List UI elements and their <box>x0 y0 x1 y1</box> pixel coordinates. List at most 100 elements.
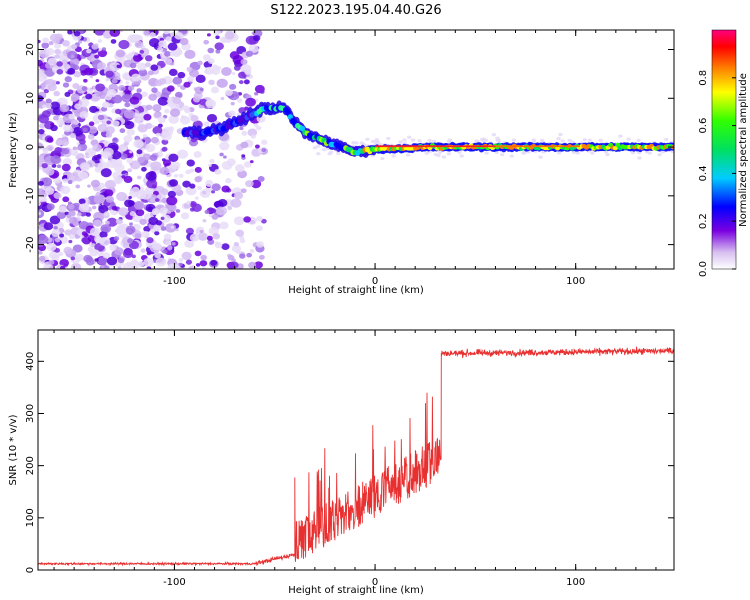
snr-panel: -100 0 100 0 100 200 300 400 Height of straight… <box>8 329 675 596</box>
noise-blob <box>211 214 219 220</box>
noise-blob <box>93 195 104 204</box>
noise-blob <box>154 231 160 236</box>
noise-blob <box>174 32 184 40</box>
halo-blob <box>437 150 443 154</box>
halo-blob <box>405 153 411 157</box>
noise-blob <box>133 200 145 210</box>
halo-blob <box>556 136 561 141</box>
noise-blob <box>194 250 202 257</box>
noise-blob <box>74 253 84 262</box>
noise-blob <box>142 133 148 138</box>
noise-blob <box>161 127 174 137</box>
noise-blob <box>127 200 135 207</box>
noise-blob <box>94 258 99 262</box>
noise-blob <box>206 113 218 123</box>
noise-blob <box>182 180 191 188</box>
noise-blob <box>95 83 106 92</box>
noise-blob <box>93 219 103 227</box>
noise-blob <box>206 33 211 37</box>
noise-blob <box>152 104 162 112</box>
halo-blob <box>365 137 370 141</box>
noise-blob <box>50 124 58 132</box>
noise-blob <box>122 262 133 269</box>
halo-blob <box>538 155 543 159</box>
noise-blob <box>110 39 117 44</box>
noise-blob <box>107 158 119 169</box>
noise-blob <box>211 190 215 194</box>
noise-blob <box>67 172 79 182</box>
noise-blob <box>97 256 108 266</box>
noise-blob <box>189 183 196 189</box>
noise-blob <box>79 162 91 171</box>
noise-blob <box>146 179 158 189</box>
noise-blob <box>117 266 122 269</box>
noise-blob <box>79 111 89 119</box>
noise-blob <box>219 36 228 44</box>
noise-blob <box>136 175 142 180</box>
ridge-core <box>375 145 380 148</box>
noise-blob <box>203 121 210 127</box>
noise-blob <box>151 124 155 129</box>
noise-blob <box>185 259 193 265</box>
ridge-inner <box>615 142 621 148</box>
noise-blob <box>241 130 248 136</box>
noise-blob <box>129 160 141 170</box>
halo-blob <box>380 156 385 161</box>
noise-blob <box>178 257 184 262</box>
noise-blob <box>38 211 42 216</box>
ridge-core <box>391 145 396 148</box>
colorbar-tick-label: 0.8 <box>698 70 709 86</box>
noise-blob <box>142 153 152 161</box>
noise-blob <box>73 30 81 37</box>
noise-blob <box>116 64 121 69</box>
noise-blob <box>109 244 117 251</box>
noise-blob <box>243 216 252 223</box>
colorbar-tick-label: 0.4 <box>698 165 709 181</box>
noise-blob <box>228 110 236 117</box>
noise-blob <box>119 128 126 134</box>
noise-blob <box>64 229 72 236</box>
noise-blob <box>157 116 166 124</box>
noise-blob <box>69 234 76 240</box>
noise-blob <box>141 230 150 238</box>
noise-blob <box>45 48 55 56</box>
noise-blob <box>195 231 200 235</box>
noise-blob <box>81 237 89 244</box>
noise-blob <box>78 48 82 52</box>
spectrogram-ytick-label: 10 <box>25 92 36 105</box>
noise-blob <box>186 66 193 72</box>
ridge-core <box>399 145 404 148</box>
noise-blob <box>235 229 245 237</box>
noise-blob <box>219 152 224 157</box>
noise-blob <box>62 138 68 143</box>
noise-blob <box>125 81 130 85</box>
ridge-core <box>423 145 428 148</box>
noise-blob <box>240 58 248 65</box>
noise-blob <box>62 82 70 88</box>
noise-blob <box>104 220 110 225</box>
halo-blob <box>481 138 486 143</box>
snr-ytick-label: 0 <box>25 567 36 573</box>
noise-blob <box>144 62 151 68</box>
noise-blob <box>149 154 158 161</box>
noise-blob <box>137 62 147 71</box>
ridge-core <box>515 145 520 148</box>
noise-blob <box>127 168 133 173</box>
halo-blob <box>556 151 562 155</box>
noise-blob <box>109 61 121 72</box>
noise-blob <box>245 97 256 107</box>
halo-blob <box>618 134 623 138</box>
ridge-inner <box>299 125 306 132</box>
noise-blob <box>223 155 227 159</box>
noise-blob <box>227 206 233 211</box>
noise-blob <box>51 163 57 168</box>
noise-blob <box>172 76 183 85</box>
noise-blob <box>148 93 157 101</box>
noise-blob <box>150 64 159 71</box>
noise-blob <box>169 102 180 111</box>
noise-blob <box>69 132 76 138</box>
noise-blob <box>175 209 181 213</box>
noise-blob <box>111 137 119 144</box>
noise-blob <box>158 40 167 48</box>
noise-blob <box>261 139 268 145</box>
